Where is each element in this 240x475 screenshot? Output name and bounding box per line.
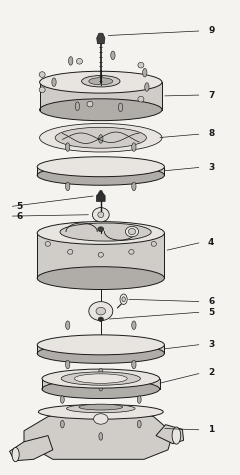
Text: 4: 4 [208,238,214,247]
Circle shape [66,143,70,152]
Text: 2: 2 [208,369,214,377]
Circle shape [137,420,141,428]
Ellipse shape [89,77,113,85]
Text: 8: 8 [208,130,214,138]
Circle shape [12,447,19,462]
Circle shape [132,182,136,190]
Ellipse shape [98,252,103,257]
Ellipse shape [37,157,164,177]
Ellipse shape [55,127,146,148]
Ellipse shape [40,124,162,152]
Polygon shape [42,379,160,389]
Polygon shape [37,233,164,278]
Polygon shape [40,82,162,110]
Ellipse shape [98,212,104,218]
Ellipse shape [40,99,162,121]
Circle shape [52,341,56,349]
Circle shape [60,420,64,428]
Ellipse shape [45,241,50,246]
Ellipse shape [77,58,83,64]
Ellipse shape [125,226,139,237]
Ellipse shape [129,249,134,254]
Circle shape [66,182,70,190]
Ellipse shape [151,241,156,246]
Circle shape [69,57,73,65]
Circle shape [66,360,70,369]
Ellipse shape [128,228,136,235]
Ellipse shape [74,374,127,383]
Polygon shape [24,409,173,459]
Ellipse shape [79,404,123,410]
Text: 5: 5 [208,308,214,316]
Ellipse shape [82,76,120,87]
Ellipse shape [67,249,73,254]
Text: 9: 9 [208,27,214,35]
Ellipse shape [87,101,93,107]
Circle shape [75,102,79,111]
Ellipse shape [37,266,164,289]
Ellipse shape [39,87,45,93]
Text: 7: 7 [208,91,214,99]
Ellipse shape [37,335,164,355]
Ellipse shape [96,307,106,315]
Text: 5: 5 [16,202,22,211]
Ellipse shape [66,404,135,413]
Circle shape [99,313,103,322]
Text: 6: 6 [208,297,214,306]
Ellipse shape [37,221,164,244]
Ellipse shape [138,96,144,102]
Circle shape [60,396,64,403]
Ellipse shape [42,380,160,399]
Circle shape [132,360,136,369]
Circle shape [52,78,56,86]
Text: 1: 1 [208,426,214,434]
Polygon shape [96,191,105,201]
Text: 3: 3 [208,340,214,349]
Circle shape [99,190,103,199]
Text: 3: 3 [208,163,214,171]
Ellipse shape [61,372,140,385]
Ellipse shape [60,223,151,241]
Ellipse shape [42,369,160,388]
Ellipse shape [94,414,108,424]
Circle shape [143,68,147,77]
Circle shape [66,321,70,330]
Ellipse shape [138,62,144,68]
Polygon shape [97,33,105,44]
Ellipse shape [39,72,45,77]
Ellipse shape [122,297,125,302]
Ellipse shape [37,165,164,185]
Polygon shape [37,345,164,353]
Circle shape [52,162,56,171]
Circle shape [132,321,136,330]
Ellipse shape [98,317,103,321]
Circle shape [145,162,150,171]
Circle shape [99,383,103,391]
Circle shape [118,103,123,112]
Circle shape [99,135,103,143]
Circle shape [145,83,149,91]
Circle shape [99,369,103,377]
Polygon shape [10,436,53,461]
Ellipse shape [40,71,162,93]
Ellipse shape [120,294,127,304]
Circle shape [137,396,141,403]
Circle shape [145,341,150,349]
Circle shape [111,51,115,59]
Ellipse shape [98,227,104,231]
Ellipse shape [37,343,164,363]
Circle shape [99,433,103,440]
Ellipse shape [92,208,109,222]
Ellipse shape [89,302,113,321]
Ellipse shape [38,405,163,419]
Text: 6: 6 [16,212,22,220]
Circle shape [132,143,136,152]
Polygon shape [156,425,184,444]
Circle shape [172,427,181,444]
Polygon shape [37,167,164,175]
